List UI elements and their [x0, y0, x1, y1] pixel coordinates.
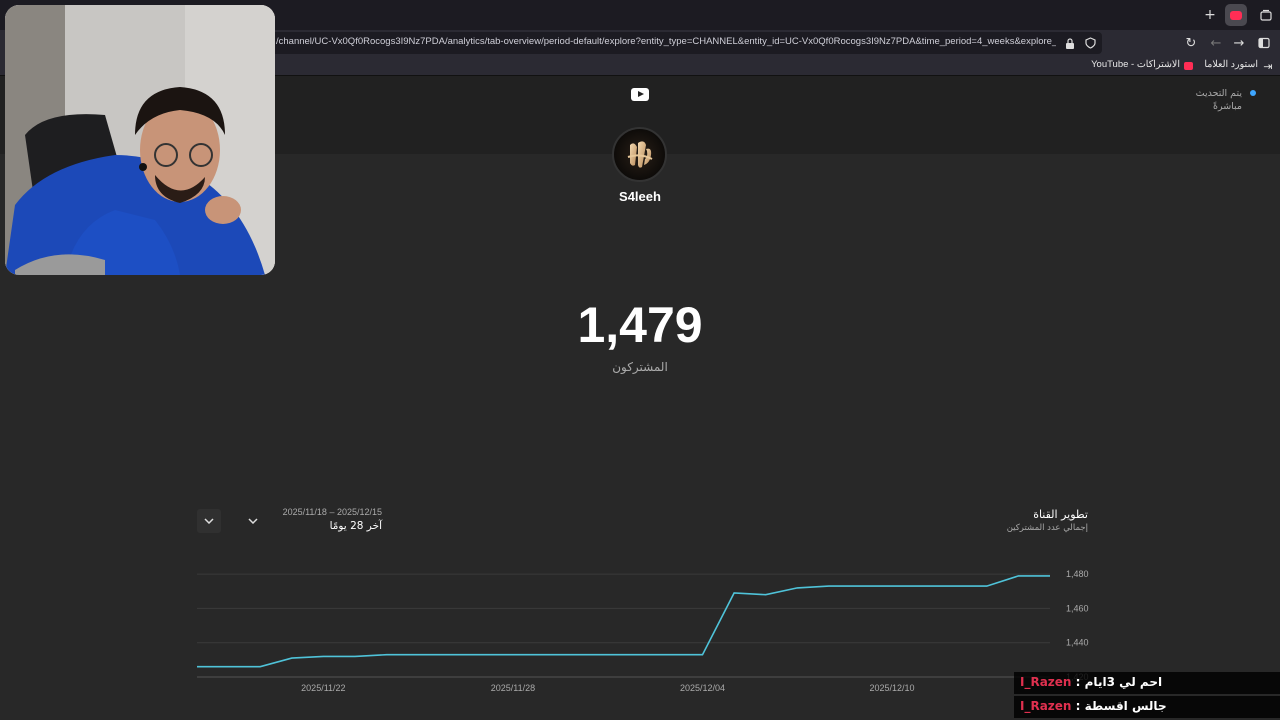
webcam-image	[5, 5, 275, 275]
x-tick-label: 2025/11/22	[301, 683, 345, 693]
youtube-tab[interactable]	[1225, 4, 1247, 26]
streamer-webcam	[5, 5, 275, 275]
date-range[interactable]: 2025/11/18 – 2025/12/15	[282, 507, 382, 517]
lock-icon[interactable]	[1062, 35, 1078, 51]
youtube-logo-icon[interactable]	[631, 88, 649, 101]
channel-avatar[interactable]	[612, 127, 667, 182]
chevron-down-icon	[204, 518, 214, 524]
y-tick-label: 1,460	[1066, 603, 1089, 613]
subscriber-line-chart: 1,4201,4401,4601,4802025/11/222025/11/28…	[197, 569, 1089, 693]
live-update-line-2: مباشرةً	[1212, 101, 1242, 112]
y-tick-label: 1,480	[1066, 569, 1089, 579]
url-text[interactable]: /channel/UC-Vx0Qf0Rocogs3I9Nz7PDA/analyt…	[276, 36, 1056, 47]
bookmark-subscriptions[interactable]: الاشتراكات - YouTube	[1091, 59, 1180, 70]
live-update-label: يتم التحديث مباشرةً	[1180, 87, 1242, 113]
bookmarks-bar: استورد العلامات... ⇥ الاشتراكات - YouTub…	[0, 56, 1280, 76]
x-tick-label: 2025/11/28	[491, 683, 535, 693]
chat-text: جالس اقسطة	[1084, 699, 1167, 713]
chevron-down-icon	[248, 518, 258, 524]
new-tab-button[interactable]: +	[1204, 7, 1216, 23]
x-tick-label: 2025/12/10	[870, 683, 915, 693]
sidebar-toggle-icon[interactable]	[1255, 35, 1273, 51]
reload-icon[interactable]: ↻	[1185, 35, 1197, 51]
chat-separator: :	[1075, 675, 1085, 689]
subscriber-count: 1,479	[577, 297, 703, 353]
live-update-line-1: يتم التحديث	[1195, 88, 1242, 99]
chart-options-dropdown[interactable]	[197, 509, 221, 533]
period-dropdown[interactable]	[241, 509, 265, 533]
back-arrow-icon[interactable]: ←	[1210, 35, 1222, 51]
period-label[interactable]: آخر 28 يومًا	[329, 520, 382, 532]
chat-message: I_Razen : جالس اقسطة	[1014, 696, 1280, 718]
chart-subtitle: إجمالي عدد المشتركين	[1006, 523, 1088, 533]
address-bar[interactable]: /channel/UC-Vx0Qf0Rocogs3I9Nz7PDA/analyt…	[270, 32, 1102, 54]
youtube-favicon-icon	[1230, 10, 1242, 20]
forward-arrow-icon[interactable]: →	[1233, 35, 1245, 51]
channel-logo-icon	[627, 141, 653, 168]
chat-username: I_Razen	[1020, 699, 1072, 713]
channel-name[interactable]: S4leeh	[619, 189, 661, 204]
chart-title: تطوير القناة	[1033, 508, 1088, 521]
bookmark-import[interactable]: استورد العلامات...	[1204, 59, 1258, 70]
chat-text: احم لي 3ايام	[1084, 675, 1163, 689]
chat-message: I_Razen : احم لي 3ايام	[1014, 672, 1280, 694]
shield-icon[interactable]	[1082, 35, 1098, 51]
x-tick-label: 2025/12/04	[680, 683, 725, 693]
chat-separator: :	[1075, 699, 1085, 713]
series-line	[197, 575, 1050, 668]
import-bookmarks-icon[interactable]: ⇥	[1263, 59, 1273, 73]
y-tick-label: 1,440	[1066, 638, 1089, 648]
chat-username: I_Razen	[1020, 675, 1072, 689]
youtube-bookmark-icon	[1184, 62, 1193, 70]
live-indicator-icon	[1250, 90, 1256, 96]
tab-list-icon[interactable]	[1255, 4, 1277, 26]
subscriber-label: المشتركون	[612, 360, 668, 374]
